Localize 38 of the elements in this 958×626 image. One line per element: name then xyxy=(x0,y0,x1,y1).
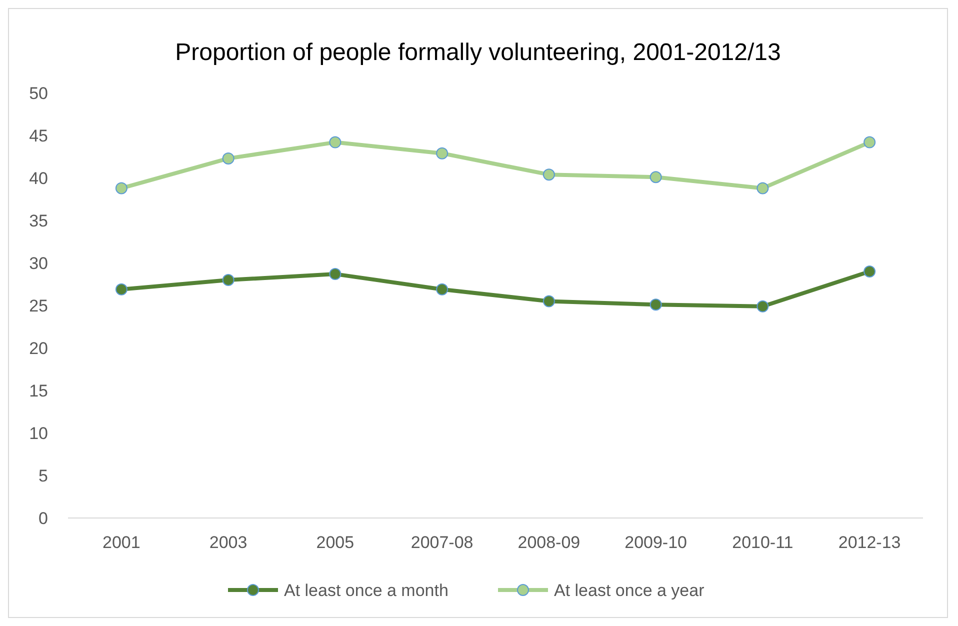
y-tick-label: 30 xyxy=(29,254,48,273)
point xyxy=(329,268,342,280)
y-tick-label: 0 xyxy=(38,508,48,528)
x-tick-label: 2012-13 xyxy=(838,533,901,552)
y-tick-label: 10 xyxy=(29,424,48,443)
x-tick-label: 2010-11 xyxy=(732,533,794,552)
point xyxy=(115,182,128,194)
point xyxy=(329,136,342,148)
legend-label: At least once a month xyxy=(284,580,448,600)
point xyxy=(756,300,769,312)
x-tick-label: 2008-09 xyxy=(518,533,580,552)
point xyxy=(864,136,876,148)
point xyxy=(542,168,555,181)
point xyxy=(756,182,769,194)
chart-title: Proportion of people formally volunteering, 2001-2012/13 xyxy=(175,39,781,66)
x-tick-label: 2007-08 xyxy=(410,533,474,552)
y-tick-label: 5 xyxy=(38,466,48,486)
x-tick-label: 2003 xyxy=(209,533,248,552)
point xyxy=(650,298,662,311)
point xyxy=(650,171,662,184)
point xyxy=(115,283,128,296)
point xyxy=(436,147,448,160)
y-tick-label: 15 xyxy=(29,381,48,400)
y-tick-label: 45 xyxy=(29,126,48,146)
x-tick-label: 2005 xyxy=(316,533,354,552)
y-tick-label: 50 xyxy=(29,84,48,103)
point xyxy=(864,266,876,278)
point xyxy=(222,274,234,286)
y-tick-label: 25 xyxy=(29,296,48,316)
y-tick-label: 20 xyxy=(29,338,48,358)
point xyxy=(436,283,448,296)
legend-label: At least once a year xyxy=(554,580,705,600)
y-tick-label: 35 xyxy=(29,211,48,230)
point xyxy=(542,295,555,308)
point xyxy=(222,152,234,164)
y-tick-label: 40 xyxy=(29,168,48,188)
x-tick-label: 2001 xyxy=(102,533,140,552)
x-tick-label: 2009-10 xyxy=(624,533,688,552)
